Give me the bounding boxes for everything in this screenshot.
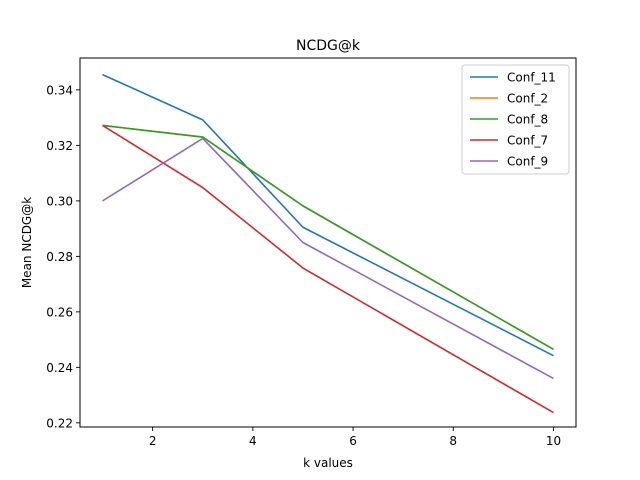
legend-box <box>461 64 570 175</box>
y-tick-label: 0.30 <box>46 194 73 208</box>
x-tick-label: 8 <box>449 434 457 448</box>
x-tick-label: 4 <box>249 434 257 448</box>
legend-label: Conf_7 <box>507 134 548 148</box>
legend-label: Conf_9 <box>507 155 548 169</box>
x-tick-label: 6 <box>349 434 357 448</box>
x-tick-label: 2 <box>149 434 157 448</box>
plot-area <box>102 73 554 414</box>
y-tick-label: 0.32 <box>46 139 73 153</box>
x-tick-label: 10 <box>546 434 561 448</box>
x-axis-label: k values <box>303 456 353 470</box>
series-line-conf-8 <box>102 124 554 351</box>
y-tick-label: 0.24 <box>46 361 73 375</box>
legend: Conf_11 Conf_2 Conf_8 Conf_7 Conf_9 <box>461 64 570 175</box>
y-axis-label: Mean NCDG@k <box>20 197 34 288</box>
legend-label: Conf_11 <box>507 71 556 85</box>
legend-label: Conf_8 <box>507 113 548 127</box>
y-tick-label: 0.26 <box>46 305 73 319</box>
chart-title: NCDG@k <box>296 38 361 54</box>
axes-frame <box>79 57 577 428</box>
y-tick-label: 0.34 <box>46 83 73 97</box>
x-axis: 2 4 6 8 10 <box>149 427 561 448</box>
series-line-conf-9 <box>102 137 554 380</box>
legend-label: Conf_2 <box>507 92 548 106</box>
y-axis: 0.22 0.24 0.26 0.28 0.30 0.32 0.34 <box>46 83 80 430</box>
series-line-conf-7 <box>102 124 554 414</box>
y-tick-label: 0.28 <box>46 250 73 264</box>
y-tick-label: 0.22 <box>46 416 73 430</box>
series-line-conf-11 <box>102 73 554 357</box>
